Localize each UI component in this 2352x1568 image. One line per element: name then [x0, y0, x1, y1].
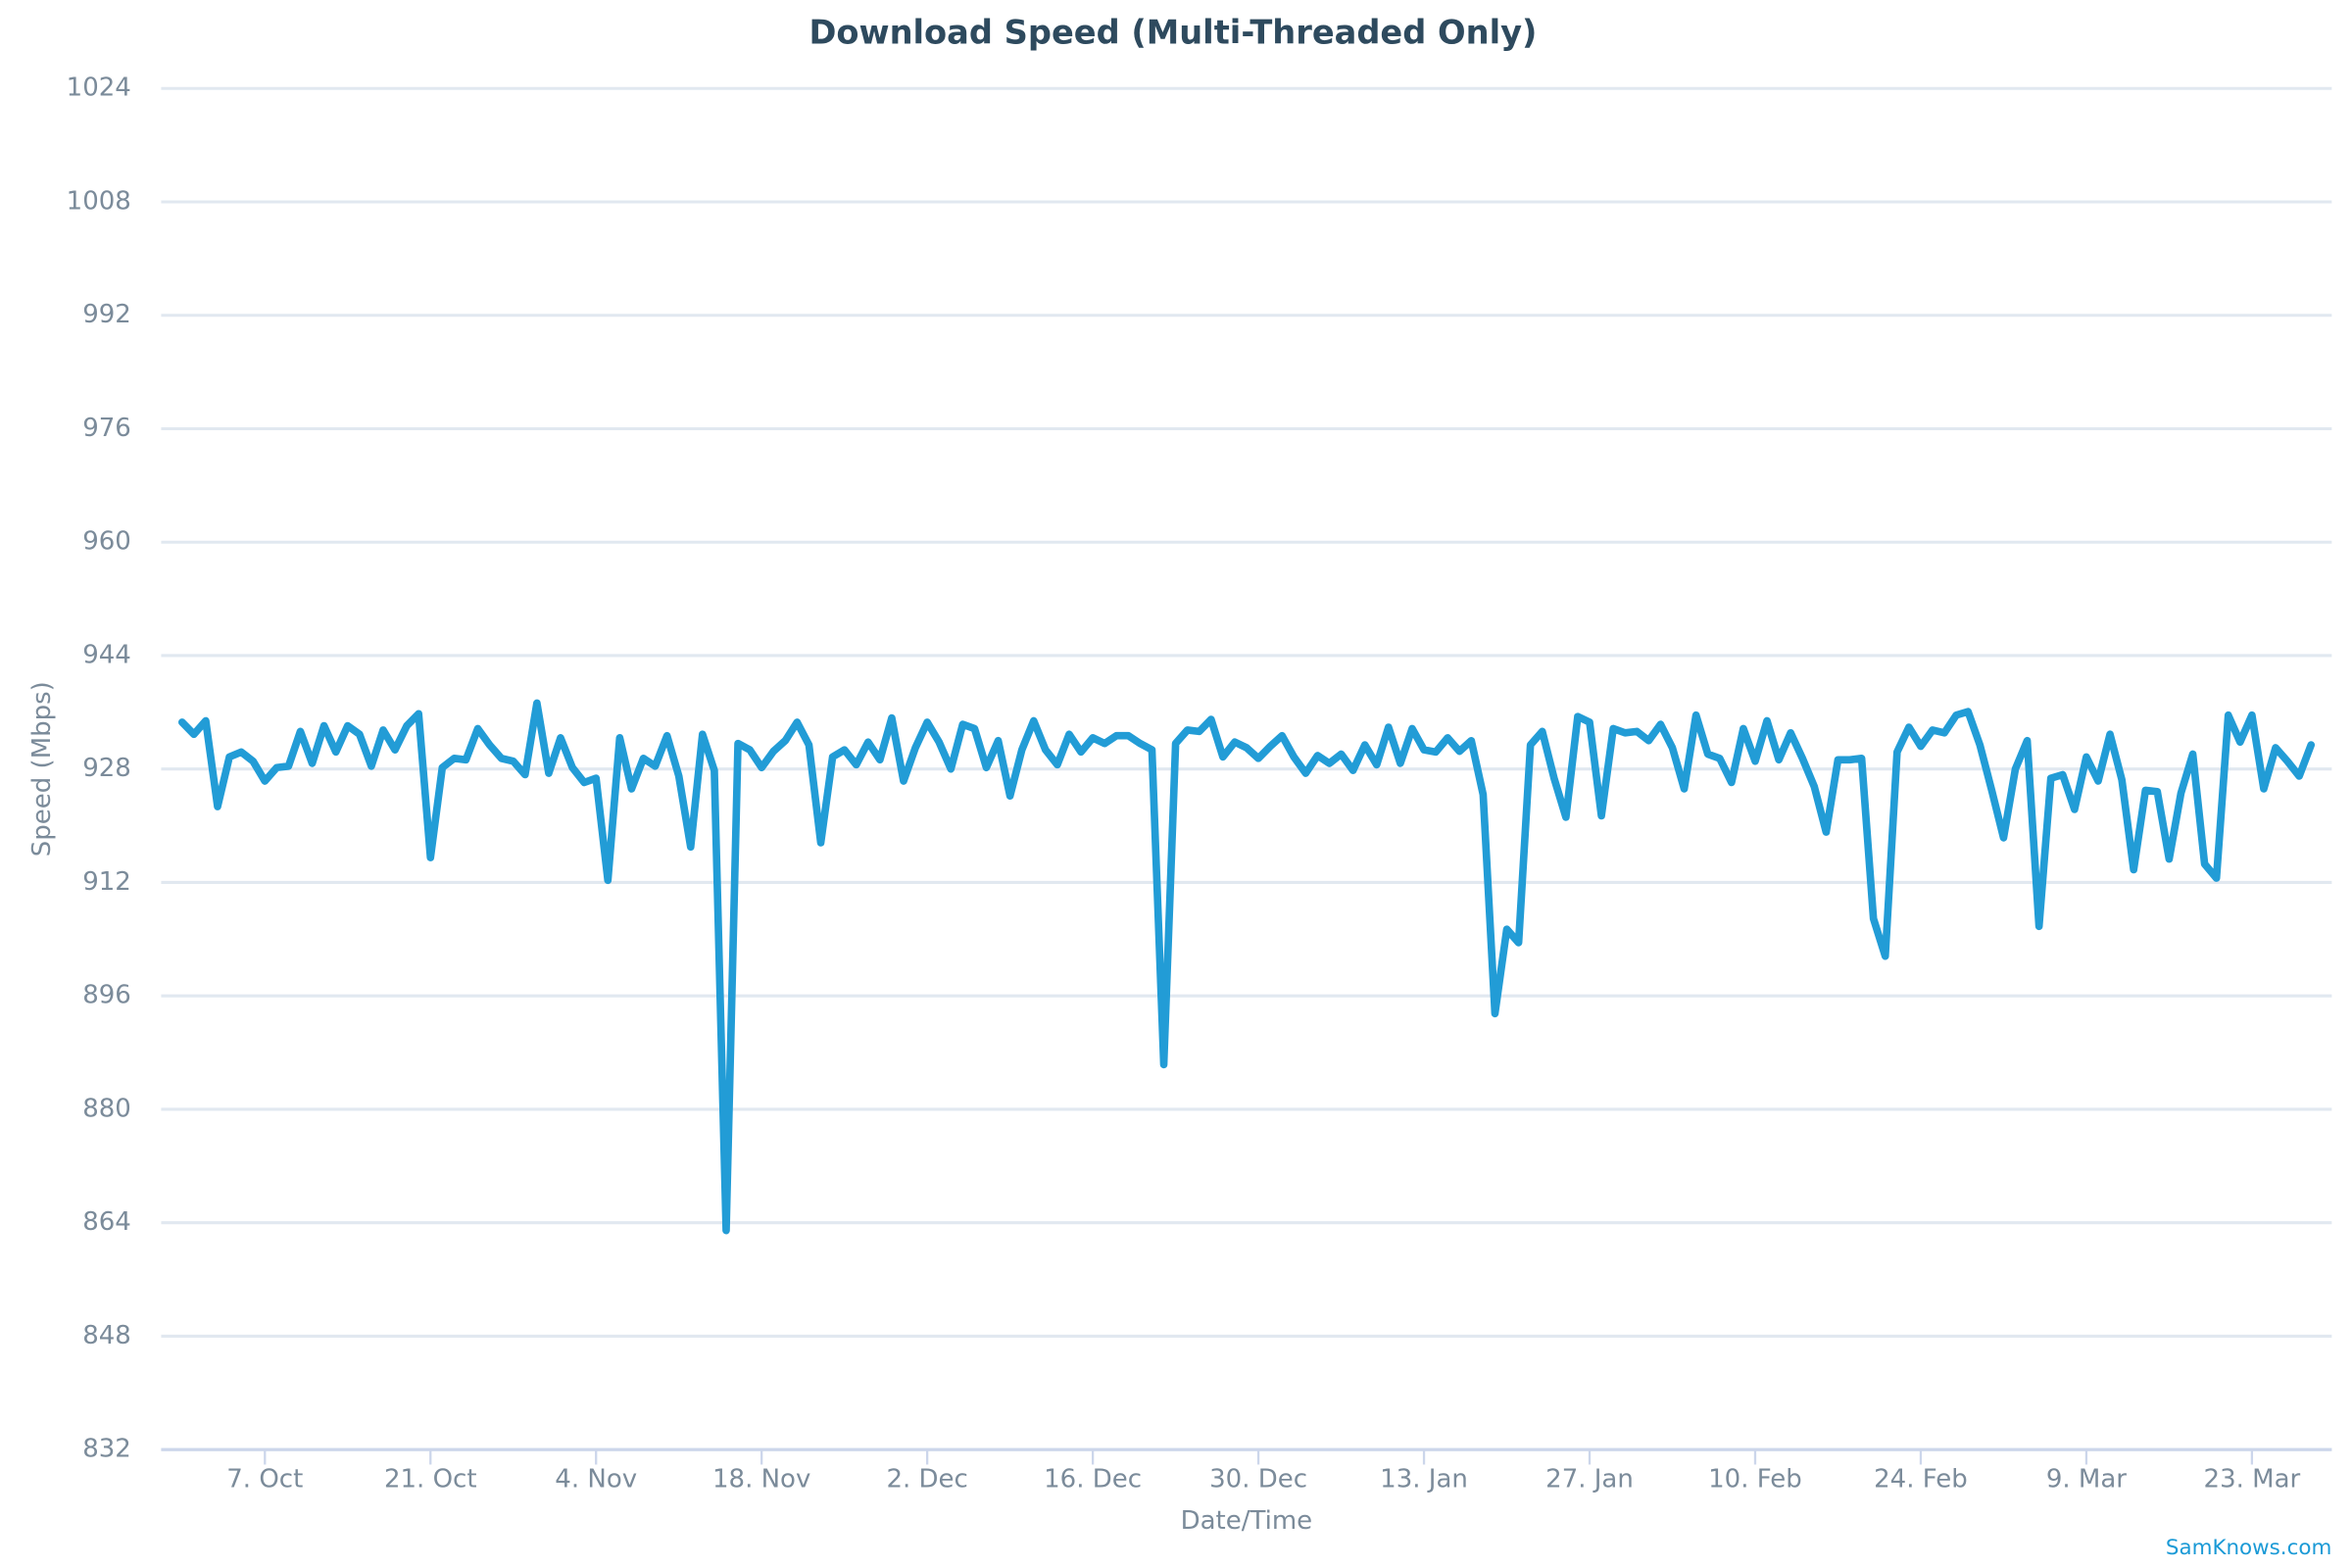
x-tick-label: 24. Feb	[1874, 1464, 1968, 1494]
x-tick-label: 13. Jan	[1380, 1464, 1468, 1494]
data-line	[177, 699, 2316, 1235]
x-tick-label: 16. Dec	[1044, 1464, 1142, 1494]
y-tick-label: 928	[82, 754, 131, 783]
y-tick-label: 1008	[67, 186, 131, 216]
x-tick-label: 4. Nov	[555, 1464, 637, 1494]
x-tick-label: 27. Jan	[1545, 1464, 1634, 1494]
y-tick-label: 896	[82, 981, 131, 1010]
x-axis-title: Date/Time	[1181, 1506, 1313, 1536]
x-tick-label: 2. Dec	[886, 1464, 967, 1494]
x-tick-label: 18. Nov	[712, 1464, 810, 1494]
y-tick-label: 864	[82, 1207, 131, 1237]
y-tick-label: 1024	[67, 74, 131, 103]
x-tick-label: 7. Oct	[226, 1464, 303, 1494]
y-tick-label: 960	[82, 527, 131, 557]
y-tick-label: 992	[82, 300, 131, 329]
y-tick-label: 912	[82, 867, 131, 897]
x-tick-label: 10. Feb	[1708, 1464, 1802, 1494]
y-tick-label: 832	[82, 1435, 131, 1464]
y-tick-label: 880	[82, 1094, 131, 1123]
credit: SamKnows.com	[2166, 1536, 2331, 1560]
x-tick-label: 23. Mar	[2204, 1464, 2301, 1494]
y-tick-label: 848	[82, 1321, 131, 1350]
x-tick-label: 21. Oct	[384, 1464, 477, 1494]
y-tick-label: 944	[82, 640, 131, 669]
x-tick-label: 9. Mar	[2046, 1464, 2127, 1494]
y-axis-title: Speed (Mbps)	[27, 681, 57, 857]
y-tick-label: 976	[82, 414, 131, 443]
chart-title: Download Speed (Multi-Threaded Only)	[808, 14, 1537, 52]
x-tick-label: 30. Dec	[1209, 1464, 1307, 1494]
